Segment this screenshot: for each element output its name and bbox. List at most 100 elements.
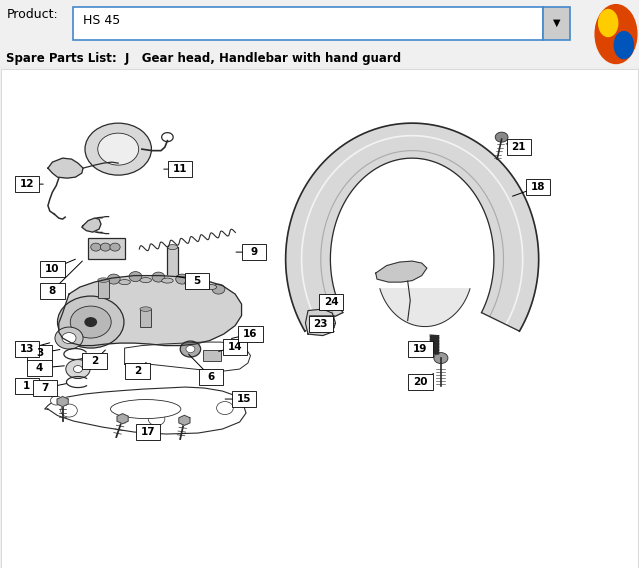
Text: 21: 21: [512, 142, 526, 152]
Ellipse shape: [185, 281, 196, 286]
Ellipse shape: [167, 245, 178, 249]
Ellipse shape: [140, 307, 151, 311]
Text: 18: 18: [531, 182, 545, 192]
Polygon shape: [48, 158, 83, 178]
Ellipse shape: [140, 278, 151, 283]
Text: ▼: ▼: [553, 18, 560, 28]
Polygon shape: [82, 218, 101, 232]
Circle shape: [70, 306, 111, 338]
Circle shape: [98, 133, 139, 165]
Circle shape: [85, 123, 151, 175]
Text: 19: 19: [413, 344, 427, 354]
Circle shape: [55, 327, 83, 349]
FancyBboxPatch shape: [1, 69, 638, 567]
Circle shape: [110, 243, 120, 251]
FancyBboxPatch shape: [73, 7, 543, 40]
FancyBboxPatch shape: [40, 261, 65, 277]
Text: HS 45: HS 45: [83, 14, 120, 27]
Text: 12: 12: [20, 179, 34, 189]
FancyBboxPatch shape: [27, 360, 52, 376]
Circle shape: [62, 333, 76, 344]
Bar: [203, 349, 221, 361]
FancyBboxPatch shape: [15, 341, 39, 357]
Polygon shape: [117, 414, 128, 424]
FancyBboxPatch shape: [309, 316, 333, 332]
Circle shape: [129, 272, 142, 282]
Text: 4: 4: [36, 363, 43, 373]
Circle shape: [50, 396, 62, 405]
Circle shape: [100, 243, 111, 251]
Circle shape: [217, 402, 233, 415]
Text: 2: 2: [91, 356, 98, 366]
Circle shape: [84, 317, 97, 327]
Circle shape: [66, 360, 90, 378]
FancyBboxPatch shape: [543, 7, 570, 40]
Text: 16: 16: [243, 329, 258, 339]
Bar: [98, 280, 109, 298]
Text: 7: 7: [41, 383, 49, 393]
Text: 14: 14: [228, 342, 242, 352]
Circle shape: [107, 274, 120, 284]
FancyBboxPatch shape: [526, 179, 550, 195]
Bar: [88, 238, 125, 259]
Ellipse shape: [111, 399, 181, 419]
Circle shape: [152, 272, 165, 282]
Text: 15: 15: [237, 394, 251, 404]
Polygon shape: [286, 123, 539, 331]
FancyBboxPatch shape: [408, 341, 433, 357]
Circle shape: [186, 345, 195, 353]
FancyBboxPatch shape: [15, 176, 39, 192]
Circle shape: [495, 132, 508, 142]
Text: 23: 23: [314, 319, 328, 329]
Circle shape: [434, 353, 448, 364]
Text: 2: 2: [134, 366, 141, 375]
FancyBboxPatch shape: [15, 378, 39, 394]
Polygon shape: [57, 396, 68, 407]
Text: 3: 3: [36, 348, 43, 358]
Text: 8: 8: [49, 286, 56, 295]
FancyBboxPatch shape: [168, 161, 192, 177]
Polygon shape: [179, 415, 190, 425]
Bar: [140, 309, 151, 327]
FancyBboxPatch shape: [40, 283, 65, 299]
Text: 24: 24: [324, 297, 338, 307]
FancyBboxPatch shape: [82, 353, 107, 369]
FancyBboxPatch shape: [408, 374, 433, 390]
FancyBboxPatch shape: [242, 244, 266, 260]
Polygon shape: [376, 261, 427, 282]
Circle shape: [212, 284, 225, 294]
Text: 17: 17: [141, 427, 155, 437]
FancyBboxPatch shape: [27, 345, 52, 361]
Polygon shape: [125, 342, 250, 371]
Circle shape: [197, 278, 210, 288]
FancyBboxPatch shape: [319, 294, 343, 310]
FancyBboxPatch shape: [125, 362, 150, 378]
Polygon shape: [380, 289, 470, 327]
Bar: [167, 247, 178, 277]
Text: 20: 20: [413, 377, 427, 387]
Text: Product:: Product:: [6, 9, 58, 22]
Text: 6: 6: [207, 372, 215, 382]
Circle shape: [58, 296, 124, 348]
FancyBboxPatch shape: [136, 424, 160, 440]
Circle shape: [180, 341, 201, 357]
FancyBboxPatch shape: [232, 391, 256, 407]
FancyBboxPatch shape: [185, 273, 209, 289]
Text: 5: 5: [193, 275, 201, 286]
Text: 10: 10: [45, 264, 59, 274]
Circle shape: [61, 404, 77, 417]
Polygon shape: [305, 309, 335, 336]
Polygon shape: [59, 275, 242, 345]
Ellipse shape: [205, 285, 217, 290]
FancyBboxPatch shape: [199, 369, 223, 385]
Polygon shape: [45, 387, 246, 434]
FancyBboxPatch shape: [238, 326, 263, 342]
Text: 9: 9: [250, 247, 258, 257]
Circle shape: [148, 412, 165, 425]
Ellipse shape: [162, 278, 173, 283]
Text: Spare Parts List:  J   Gear head, Handlebar with hand guard: Spare Parts List: J Gear head, Handlebar…: [6, 52, 401, 65]
Circle shape: [176, 274, 189, 284]
Text: 1: 1: [23, 381, 31, 391]
FancyBboxPatch shape: [33, 380, 57, 396]
Circle shape: [91, 243, 101, 251]
